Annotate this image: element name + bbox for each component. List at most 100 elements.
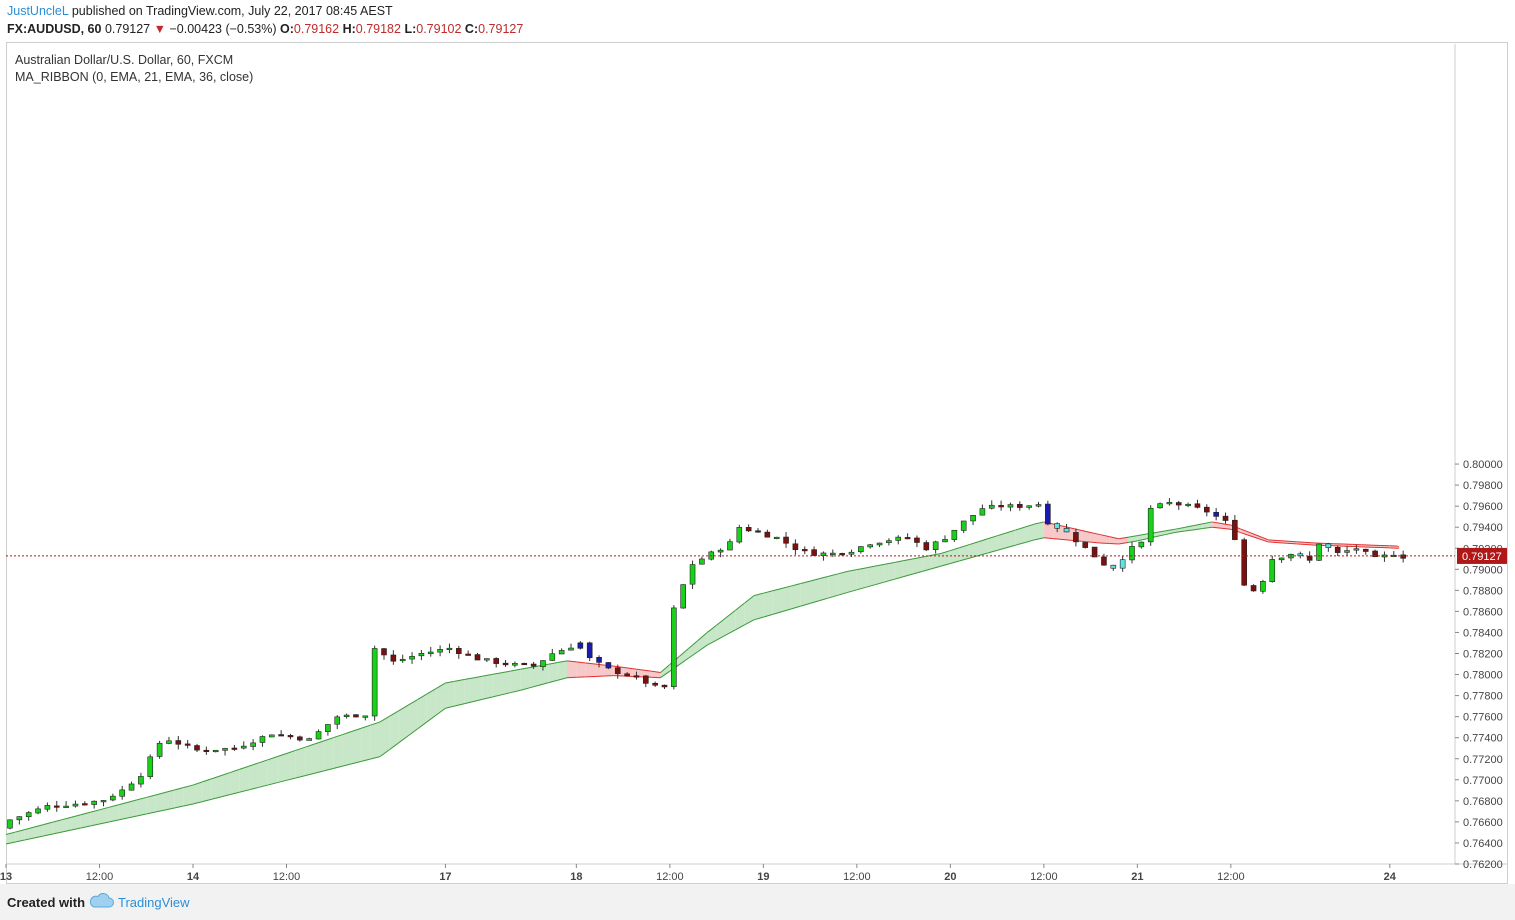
ribbon-fast-ma — [838, 570, 848, 575]
ribbon-slow-ma — [435, 707, 446, 716]
candle-body — [147, 756, 154, 777]
candle-body — [1026, 505, 1032, 508]
candle-body — [1316, 543, 1322, 561]
candle-body — [418, 653, 425, 657]
ribbon-slow-ma — [800, 602, 811, 607]
candle-body — [437, 649, 443, 653]
ribbon-fast-ma — [557, 660, 568, 664]
ribbon-band — [146, 794, 156, 815]
x-tick-label: 12:00 — [86, 871, 114, 883]
candle-body — [212, 749, 219, 753]
ribbon-band — [567, 660, 577, 678]
ribbon-slow-ma — [763, 613, 773, 618]
chart-panel[interactable] — [6, 42, 1508, 884]
candle-body — [876, 542, 883, 546]
ribbon-fast-ma — [267, 756, 278, 761]
candle-body — [399, 658, 406, 662]
candle-body — [792, 543, 799, 550]
candle-body — [829, 552, 836, 555]
ribbon-slow-ma — [1127, 540, 1138, 543]
ribbon-fast-ma — [1090, 531, 1101, 536]
ribbon-fast-ma — [688, 640, 699, 649]
ribbon-band — [866, 566, 876, 588]
candle-body — [1400, 554, 1406, 559]
ribbon-fast-ma — [987, 535, 998, 540]
ribbon-fast-ma — [576, 661, 586, 664]
ribbon-fast-ma — [286, 749, 297, 754]
ribbon-fast-ma — [968, 541, 979, 546]
candle-body — [1362, 548, 1369, 552]
candle-body — [371, 648, 378, 717]
candle-body — [1101, 556, 1107, 566]
ribbon-fast-ma — [1024, 523, 1035, 528]
ribbon-band — [585, 662, 596, 677]
ribbon-slow-ma — [398, 735, 409, 744]
candle-body — [1175, 502, 1182, 506]
y-tick-label: 0.76400 — [1463, 838, 1503, 850]
ribbon-slow-ma — [819, 597, 829, 602]
last-price-label: 0.79127 — [1462, 551, 1502, 563]
ribbon-slow-ma — [875, 581, 886, 586]
candle-body — [998, 505, 1004, 508]
candle-body — [362, 715, 369, 718]
ribbon-fast-ma — [1212, 521, 1222, 525]
ribbon-fast-ma — [1034, 521, 1044, 525]
ribbon-slow-ma — [1305, 543, 1316, 546]
ribbon-fast-ma — [417, 693, 428, 701]
ribbon-band — [71, 814, 81, 831]
ribbon-fast-ma — [950, 547, 960, 552]
ribbon-slow-ma — [1165, 531, 1175, 536]
tradingview-link[interactable]: TradingView — [118, 895, 190, 910]
candle-body — [287, 735, 294, 738]
header-bar: JustUncleL published on TradingView.com,… — [0, 0, 1515, 42]
ribbon-band — [941, 550, 951, 567]
ribbon-fast-ma — [875, 563, 885, 567]
ribbon-band — [819, 576, 829, 601]
candle-body — [736, 527, 743, 543]
ribbon-slow-ma — [725, 629, 736, 636]
series-legend: Australian Dollar/U.S. Dollar, 60, FXCM — [15, 53, 234, 67]
ribbon-slow-ma — [1249, 535, 1260, 540]
ribbon-fast-ma — [1305, 541, 1316, 544]
ribbon-slow-ma — [464, 701, 474, 705]
candle-body — [1119, 559, 1126, 569]
candle-body — [1110, 564, 1117, 569]
ribbon-fast-ma — [15, 829, 25, 833]
ribbon-slow-ma — [43, 833, 53, 837]
ribbon-slow-ma — [239, 789, 250, 793]
candle-body — [156, 742, 163, 757]
ribbon-slow-ma — [1025, 539, 1035, 543]
candle-body — [82, 803, 88, 806]
ribbon-fast-ma — [24, 826, 35, 831]
ribbon-band — [90, 809, 100, 827]
ribbon-fast-ma — [482, 673, 493, 677]
ribbon-band — [800, 581, 811, 607]
ribbon-fast-ma — [912, 556, 923, 560]
candle-body — [605, 662, 612, 669]
ribbon-slow-ma — [192, 801, 203, 805]
ribbon-fast-ma — [1137, 533, 1147, 537]
author-link[interactable]: JustUncleL — [7, 4, 69, 18]
candle-body — [268, 734, 275, 738]
ribbon-band — [1240, 528, 1250, 536]
ribbon-slow-ma — [118, 817, 128, 821]
ribbon-fast-ma — [660, 664, 671, 673]
price-chart[interactable]: 0.800000.798000.796000.794000.792000.790… — [0, 0, 1515, 884]
x-tick-label: 18 — [570, 871, 582, 883]
candle-body — [231, 747, 238, 750]
ribbon-slow-ma — [277, 779, 287, 784]
ribbon-band — [810, 578, 820, 604]
candle-body — [914, 537, 920, 543]
ribbon-fast-ma — [940, 550, 951, 554]
ribbon-slow-ma — [1277, 542, 1287, 544]
ribbon-band — [370, 721, 380, 760]
ribbon-fast-ma — [1202, 521, 1213, 525]
ribbon-slow-ma — [1043, 537, 1054, 540]
y-tick-label: 0.76800 — [1463, 796, 1503, 808]
ribbon-band — [99, 807, 109, 825]
ribbon-slow-ma — [931, 565, 942, 570]
created-with-label: Created with — [7, 895, 86, 910]
ribbon-band — [763, 590, 773, 618]
ribbon-slow-ma — [688, 651, 699, 659]
candle-body — [1054, 523, 1060, 529]
